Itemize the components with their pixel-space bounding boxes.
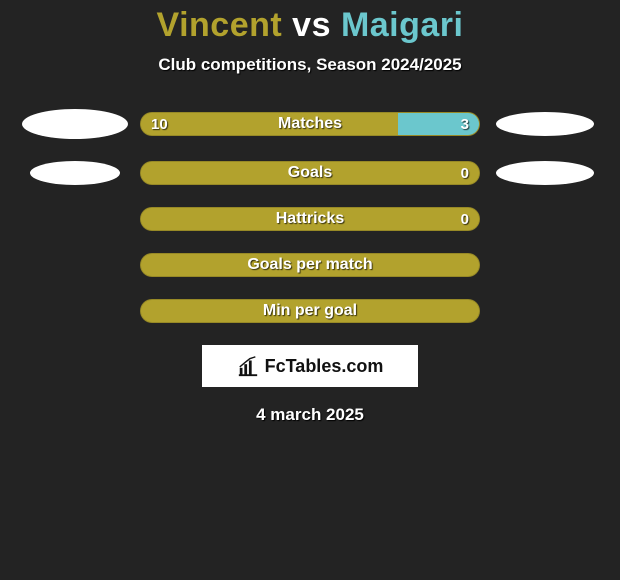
stat-bar: Goals0 xyxy=(140,161,480,185)
vs-label: vs xyxy=(292,6,331,44)
stat-row: Min per goal xyxy=(0,299,620,323)
player2-badge xyxy=(496,112,594,136)
right-badge-slot xyxy=(480,112,610,136)
right-badge-slot xyxy=(480,161,610,185)
stat-row: Goals0 xyxy=(0,161,620,185)
bar-left-segment xyxy=(141,208,479,230)
left-badge-slot xyxy=(10,161,140,185)
left-badge-slot xyxy=(10,109,140,139)
bar-chart-icon xyxy=(237,355,259,377)
date-label: 4 march 2025 xyxy=(0,405,620,425)
stat-bar: Goals per match xyxy=(140,253,480,277)
bar-left-segment xyxy=(141,113,398,135)
logo-text: FcTables.com xyxy=(265,356,384,377)
player1-badge xyxy=(22,109,128,139)
player2-badge xyxy=(496,161,594,185)
player2-name: Maigari xyxy=(341,6,464,44)
stat-row: Goals per match xyxy=(0,253,620,277)
stat-row: Hattricks0 xyxy=(0,207,620,231)
subtitle: Club competitions, Season 2024/2025 xyxy=(0,55,620,75)
stat-label: Min per goal xyxy=(141,300,479,322)
fctables-logo[interactable]: FcTables.com xyxy=(202,345,418,387)
stat-rows: Matches103 Goals0 Hattricks0 Goals per matc… xyxy=(0,109,620,323)
page-title: Vincent vs Maigari xyxy=(0,6,620,45)
bar-left-segment xyxy=(141,162,479,184)
bar-right-segment xyxy=(398,113,479,135)
stat-bar: Hattricks0 xyxy=(140,207,480,231)
stat-row: Matches103 xyxy=(0,109,620,139)
player1-name: Vincent xyxy=(157,6,283,44)
comparison-card: Vincent vs Maigari Club competitions, Se… xyxy=(0,0,620,425)
stat-bar: Min per goal xyxy=(140,299,480,323)
stat-bar: Matches103 xyxy=(140,112,480,136)
player1-badge xyxy=(30,161,120,185)
stat-label: Goals per match xyxy=(141,254,479,276)
